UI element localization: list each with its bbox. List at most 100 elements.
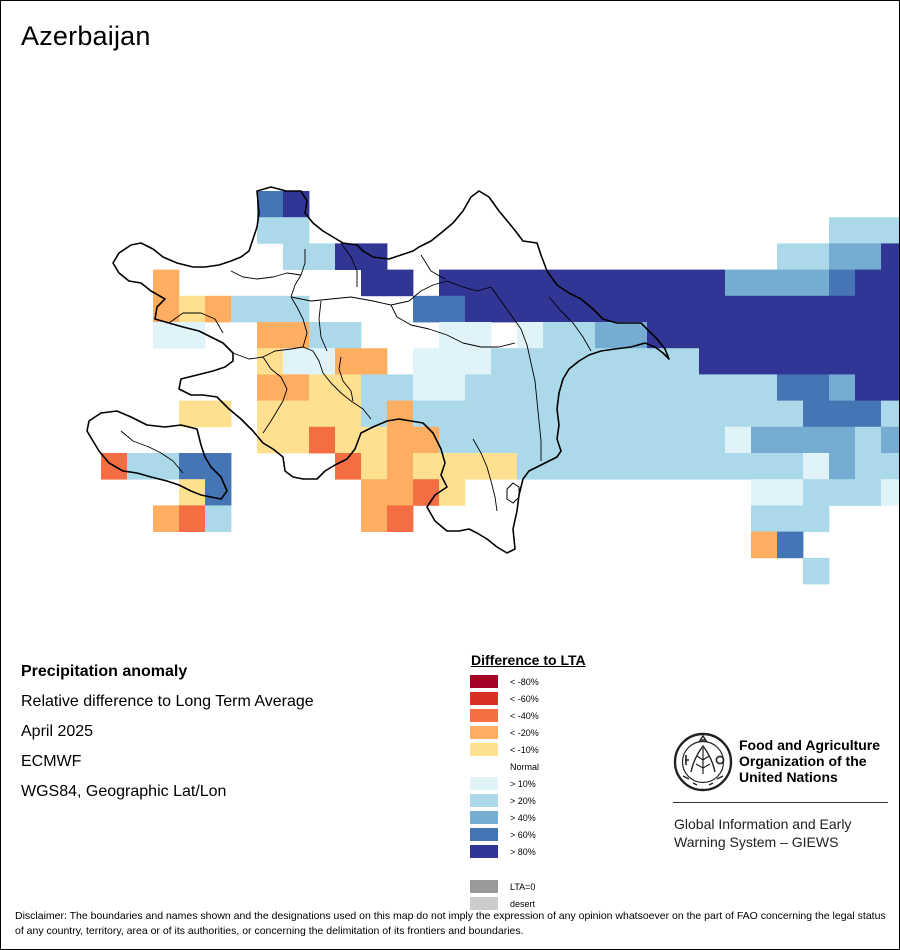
legend-label: < -40% bbox=[510, 710, 539, 721]
grid-cell bbox=[673, 374, 700, 401]
grid-cell bbox=[309, 400, 336, 428]
grid-cell bbox=[595, 295, 622, 323]
grid-cell bbox=[517, 295, 544, 323]
grid-cell bbox=[855, 348, 882, 375]
grid-cell bbox=[855, 453, 882, 480]
grid-cell bbox=[491, 426, 518, 454]
grid-cell bbox=[127, 453, 154, 480]
grid-cell bbox=[855, 295, 882, 323]
legend-label: Normal bbox=[510, 761, 540, 772]
grid-cell bbox=[725, 269, 752, 297]
grid-cell bbox=[179, 505, 206, 532]
grid-cell bbox=[335, 243, 362, 270]
grid-cell bbox=[413, 426, 440, 454]
legend-swatch bbox=[470, 897, 498, 910]
grid-cell bbox=[153, 269, 180, 297]
grid-cell bbox=[777, 426, 804, 454]
grid-cell bbox=[439, 348, 466, 375]
grid-cell bbox=[751, 374, 778, 401]
grid-cell bbox=[595, 453, 622, 480]
grid-cell bbox=[829, 243, 856, 270]
grid-cell bbox=[361, 348, 388, 375]
legend-swatch bbox=[470, 675, 498, 688]
grid-cell bbox=[803, 400, 830, 428]
grid-cell bbox=[309, 374, 336, 401]
grid-cell bbox=[491, 453, 518, 480]
grid-cell bbox=[413, 479, 440, 506]
grid-cell bbox=[829, 426, 856, 454]
grid-cell bbox=[829, 479, 856, 506]
grid-cell bbox=[361, 269, 388, 297]
grid-cell bbox=[673, 426, 700, 454]
info-source: ECMWF bbox=[21, 753, 82, 770]
grid-cell bbox=[725, 374, 752, 401]
grid-cell bbox=[881, 269, 899, 297]
grid-cell bbox=[179, 295, 206, 323]
grid-cell bbox=[803, 322, 830, 349]
legend-classes: < -80% < -60% < -40% < -20% < -10% Normal > 10… bbox=[470, 673, 586, 860]
grid-cell bbox=[595, 348, 622, 375]
grid-cell bbox=[621, 374, 648, 401]
grid-cell bbox=[335, 400, 362, 428]
grid-cell bbox=[855, 374, 882, 401]
grid-cell bbox=[881, 217, 899, 244]
grid-cell bbox=[803, 426, 830, 454]
grid-cell bbox=[595, 426, 622, 454]
grid-cell bbox=[803, 479, 830, 506]
legend-item: > 60% bbox=[470, 826, 586, 843]
grid-cell bbox=[751, 531, 778, 559]
grid-cell bbox=[751, 322, 778, 349]
grid-cell bbox=[335, 322, 362, 349]
grid-cell bbox=[777, 269, 804, 297]
grid-cell bbox=[647, 426, 674, 454]
grid-cell bbox=[491, 374, 518, 401]
grid-cell bbox=[387, 400, 414, 428]
legend-swatch bbox=[470, 811, 498, 824]
legend-swatch bbox=[470, 692, 498, 705]
grid-cell bbox=[257, 217, 284, 244]
grid-cell bbox=[257, 295, 284, 323]
grid-cell bbox=[595, 322, 622, 349]
grid-cell bbox=[777, 400, 804, 428]
grid-cell bbox=[153, 322, 180, 349]
legend-swatch bbox=[470, 845, 498, 858]
giews-line-2: Warning System – GIEWS bbox=[674, 834, 839, 850]
grid-cell bbox=[283, 348, 310, 375]
legend-swatch bbox=[470, 777, 498, 790]
legend-label: > 80% bbox=[510, 846, 536, 857]
grid-cell bbox=[179, 322, 206, 349]
legend-item: < -20% bbox=[470, 724, 586, 741]
legend-extra: LTA=0 desert bbox=[470, 878, 586, 912]
grid-cell bbox=[803, 243, 830, 270]
legend-swatch bbox=[470, 709, 498, 722]
legend-swatch bbox=[470, 726, 498, 739]
exclave-outline bbox=[86, 410, 228, 500]
grid-cell bbox=[439, 374, 466, 401]
grid-cell bbox=[777, 453, 804, 480]
grid-cell bbox=[439, 295, 466, 323]
region-boundaries bbox=[120, 242, 592, 512]
grid-cell bbox=[387, 505, 414, 532]
grid-cell bbox=[413, 348, 440, 375]
country-outline bbox=[112, 186, 670, 554]
grid-cell bbox=[465, 426, 492, 454]
grid-cell bbox=[335, 348, 362, 375]
grid-cell bbox=[725, 453, 752, 480]
grid-cell bbox=[439, 479, 466, 506]
grid-cell bbox=[725, 400, 752, 428]
grid-cell bbox=[855, 243, 882, 270]
grid-cell bbox=[647, 374, 674, 401]
grid-cell bbox=[387, 453, 414, 480]
giews-line-1: Global Information and Early bbox=[674, 816, 852, 832]
grid-cell bbox=[413, 400, 440, 428]
legend-label: < -20% bbox=[510, 727, 539, 738]
map-info: Precipitation anomaly Relative differenc… bbox=[21, 657, 314, 807]
grid-cell bbox=[777, 295, 804, 323]
info-subtitle: Relative difference to Long Term Average bbox=[21, 693, 314, 710]
grid-cell bbox=[881, 400, 899, 428]
grid-cell bbox=[673, 322, 700, 349]
grid-cell bbox=[699, 269, 726, 297]
grid-cell bbox=[699, 426, 726, 454]
grid-cell bbox=[205, 400, 232, 428]
grid-cell bbox=[335, 426, 362, 454]
